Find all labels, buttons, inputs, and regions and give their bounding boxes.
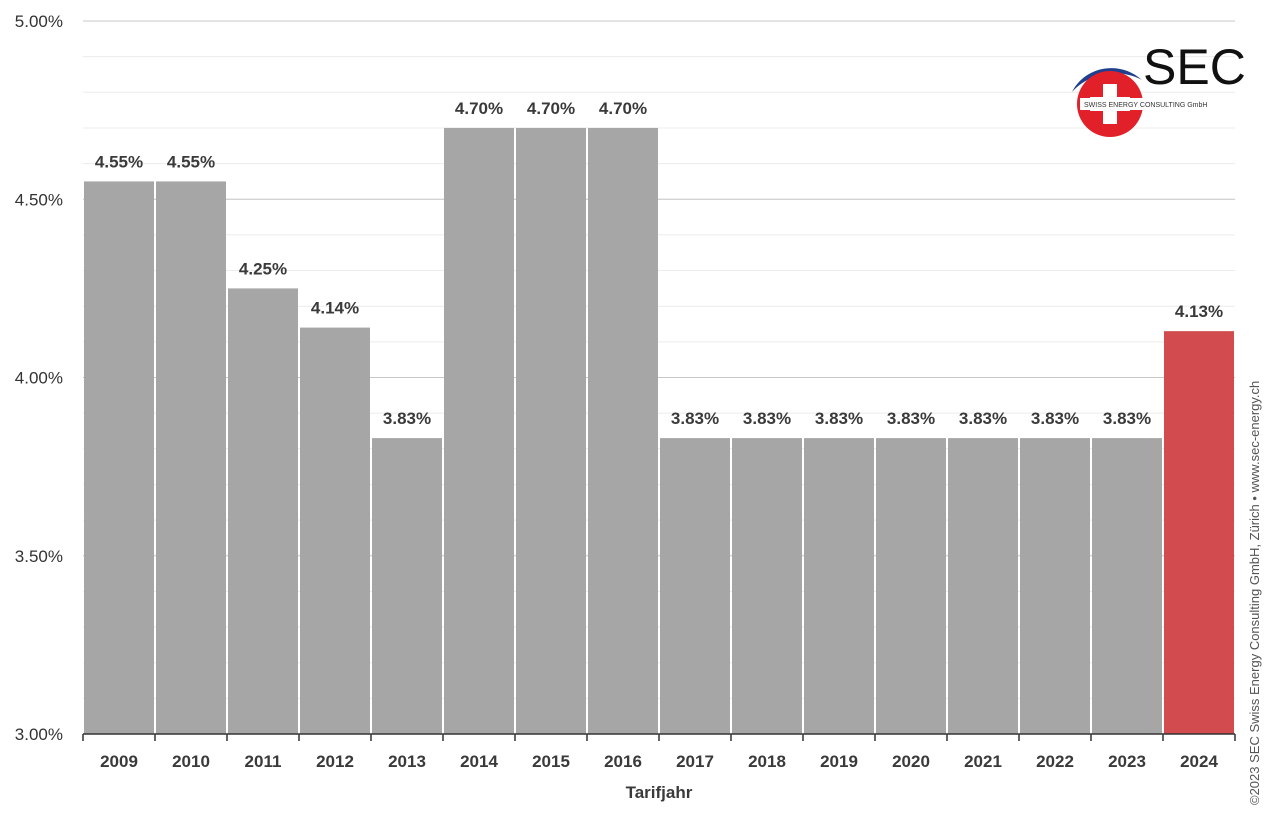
x-tick-label-2013: 2013 [388, 752, 426, 771]
bar-2024 [1164, 331, 1234, 734]
x-tick-label-2014: 2014 [460, 752, 498, 771]
bar-2021 [948, 438, 1018, 734]
data-label-2012: 4.14% [311, 299, 359, 318]
bar-2019 [804, 438, 874, 734]
data-label-2016: 4.70% [599, 99, 647, 118]
logo-subtitle-bg [1080, 98, 1230, 110]
y-tick-label: 3.00% [15, 725, 63, 744]
bar-2011 [228, 288, 298, 734]
data-label-2013: 3.83% [383, 409, 431, 428]
logo-subtitle: SWISS ENERGY CONSULTING GmbH [1084, 102, 1207, 109]
logo-text: SEC [1143, 39, 1246, 95]
x-tick-label-2017: 2017 [676, 752, 714, 771]
x-tick-label-2011: 2011 [245, 752, 282, 771]
x-tick-label-2015: 2015 [532, 752, 570, 771]
x-tick-label-2024: 2024 [1180, 752, 1218, 771]
y-axis-tick-labels: 3.00% 3.50% 4.00% 4.50% 5.00% [15, 12, 63, 744]
data-labels: 4.55% 4.55% 4.25% 4.14% 3.83% 4.70% 4.70% 4.70%… [95, 99, 1223, 428]
data-label-2014: 4.70% [455, 99, 503, 118]
data-label-2022: 3.83% [1031, 409, 1079, 428]
data-label-2010: 4.55% [167, 152, 215, 171]
x-tick-label-2009: 2009 [100, 752, 138, 771]
bar-2018 [732, 438, 802, 734]
data-label-2018: 3.83% [743, 409, 791, 428]
x-tick-label-2016: 2016 [604, 752, 642, 771]
data-label-2021: 3.83% [959, 409, 1007, 428]
bar-2012 [300, 327, 370, 734]
y-tick-label: 4.00% [15, 369, 63, 388]
data-label-2023: 3.83% [1103, 409, 1151, 428]
bar-2009 [84, 181, 154, 735]
data-label-2015: 4.70% [527, 99, 575, 118]
x-tick-label-2022: 2022 [1036, 752, 1074, 771]
x-tick-label-2021: 2021 [964, 752, 1002, 771]
bar-2023 [1092, 438, 1162, 734]
bar-2017 [660, 438, 730, 734]
x-tick-label-2023: 2023 [1108, 752, 1146, 771]
bar-2022 [1020, 438, 1090, 734]
bar-2013 [372, 438, 442, 734]
bar-2014 [444, 127, 514, 734]
data-label-2009: 4.55% [95, 152, 143, 171]
bar-2015 [516, 127, 586, 734]
data-label-2020: 3.83% [887, 409, 935, 428]
logo-swoosh-icon [1072, 68, 1142, 92]
data-label-2019: 3.83% [815, 409, 863, 428]
bar-2016 [588, 127, 658, 734]
y-tick-label: 5.00% [15, 12, 63, 31]
y-tick-label: 3.50% [15, 547, 63, 566]
x-axis-tick-labels: 2009 2010 2011 2012 2013 2014 2015 2016 2017 2018… [82, 734, 1236, 771]
sec-logo: SEC SWISS ENERGY CONSULTING GmbH [1072, 39, 1246, 137]
bar-2010 [156, 181, 226, 735]
data-label-2024: 4.13% [1175, 302, 1223, 321]
data-label-2017: 3.83% [671, 409, 719, 428]
data-label-2011: 4.25% [239, 259, 287, 278]
x-tick-label-2010: 2010 [172, 752, 210, 771]
x-axis-title: Tarifjahr [626, 783, 693, 802]
copyright-notice: ©2023 SEC Swiss Energy Consulting GmbH, … [1247, 381, 1262, 805]
y-tick-label: 4.50% [15, 190, 63, 209]
x-tick-label-2012: 2012 [316, 752, 354, 771]
bar-2020 [876, 438, 946, 734]
x-tick-label-2020: 2020 [892, 752, 930, 771]
x-tick-label-2019: 2019 [820, 752, 858, 771]
bars [84, 127, 1234, 735]
x-tick-label-2018: 2018 [748, 752, 786, 771]
